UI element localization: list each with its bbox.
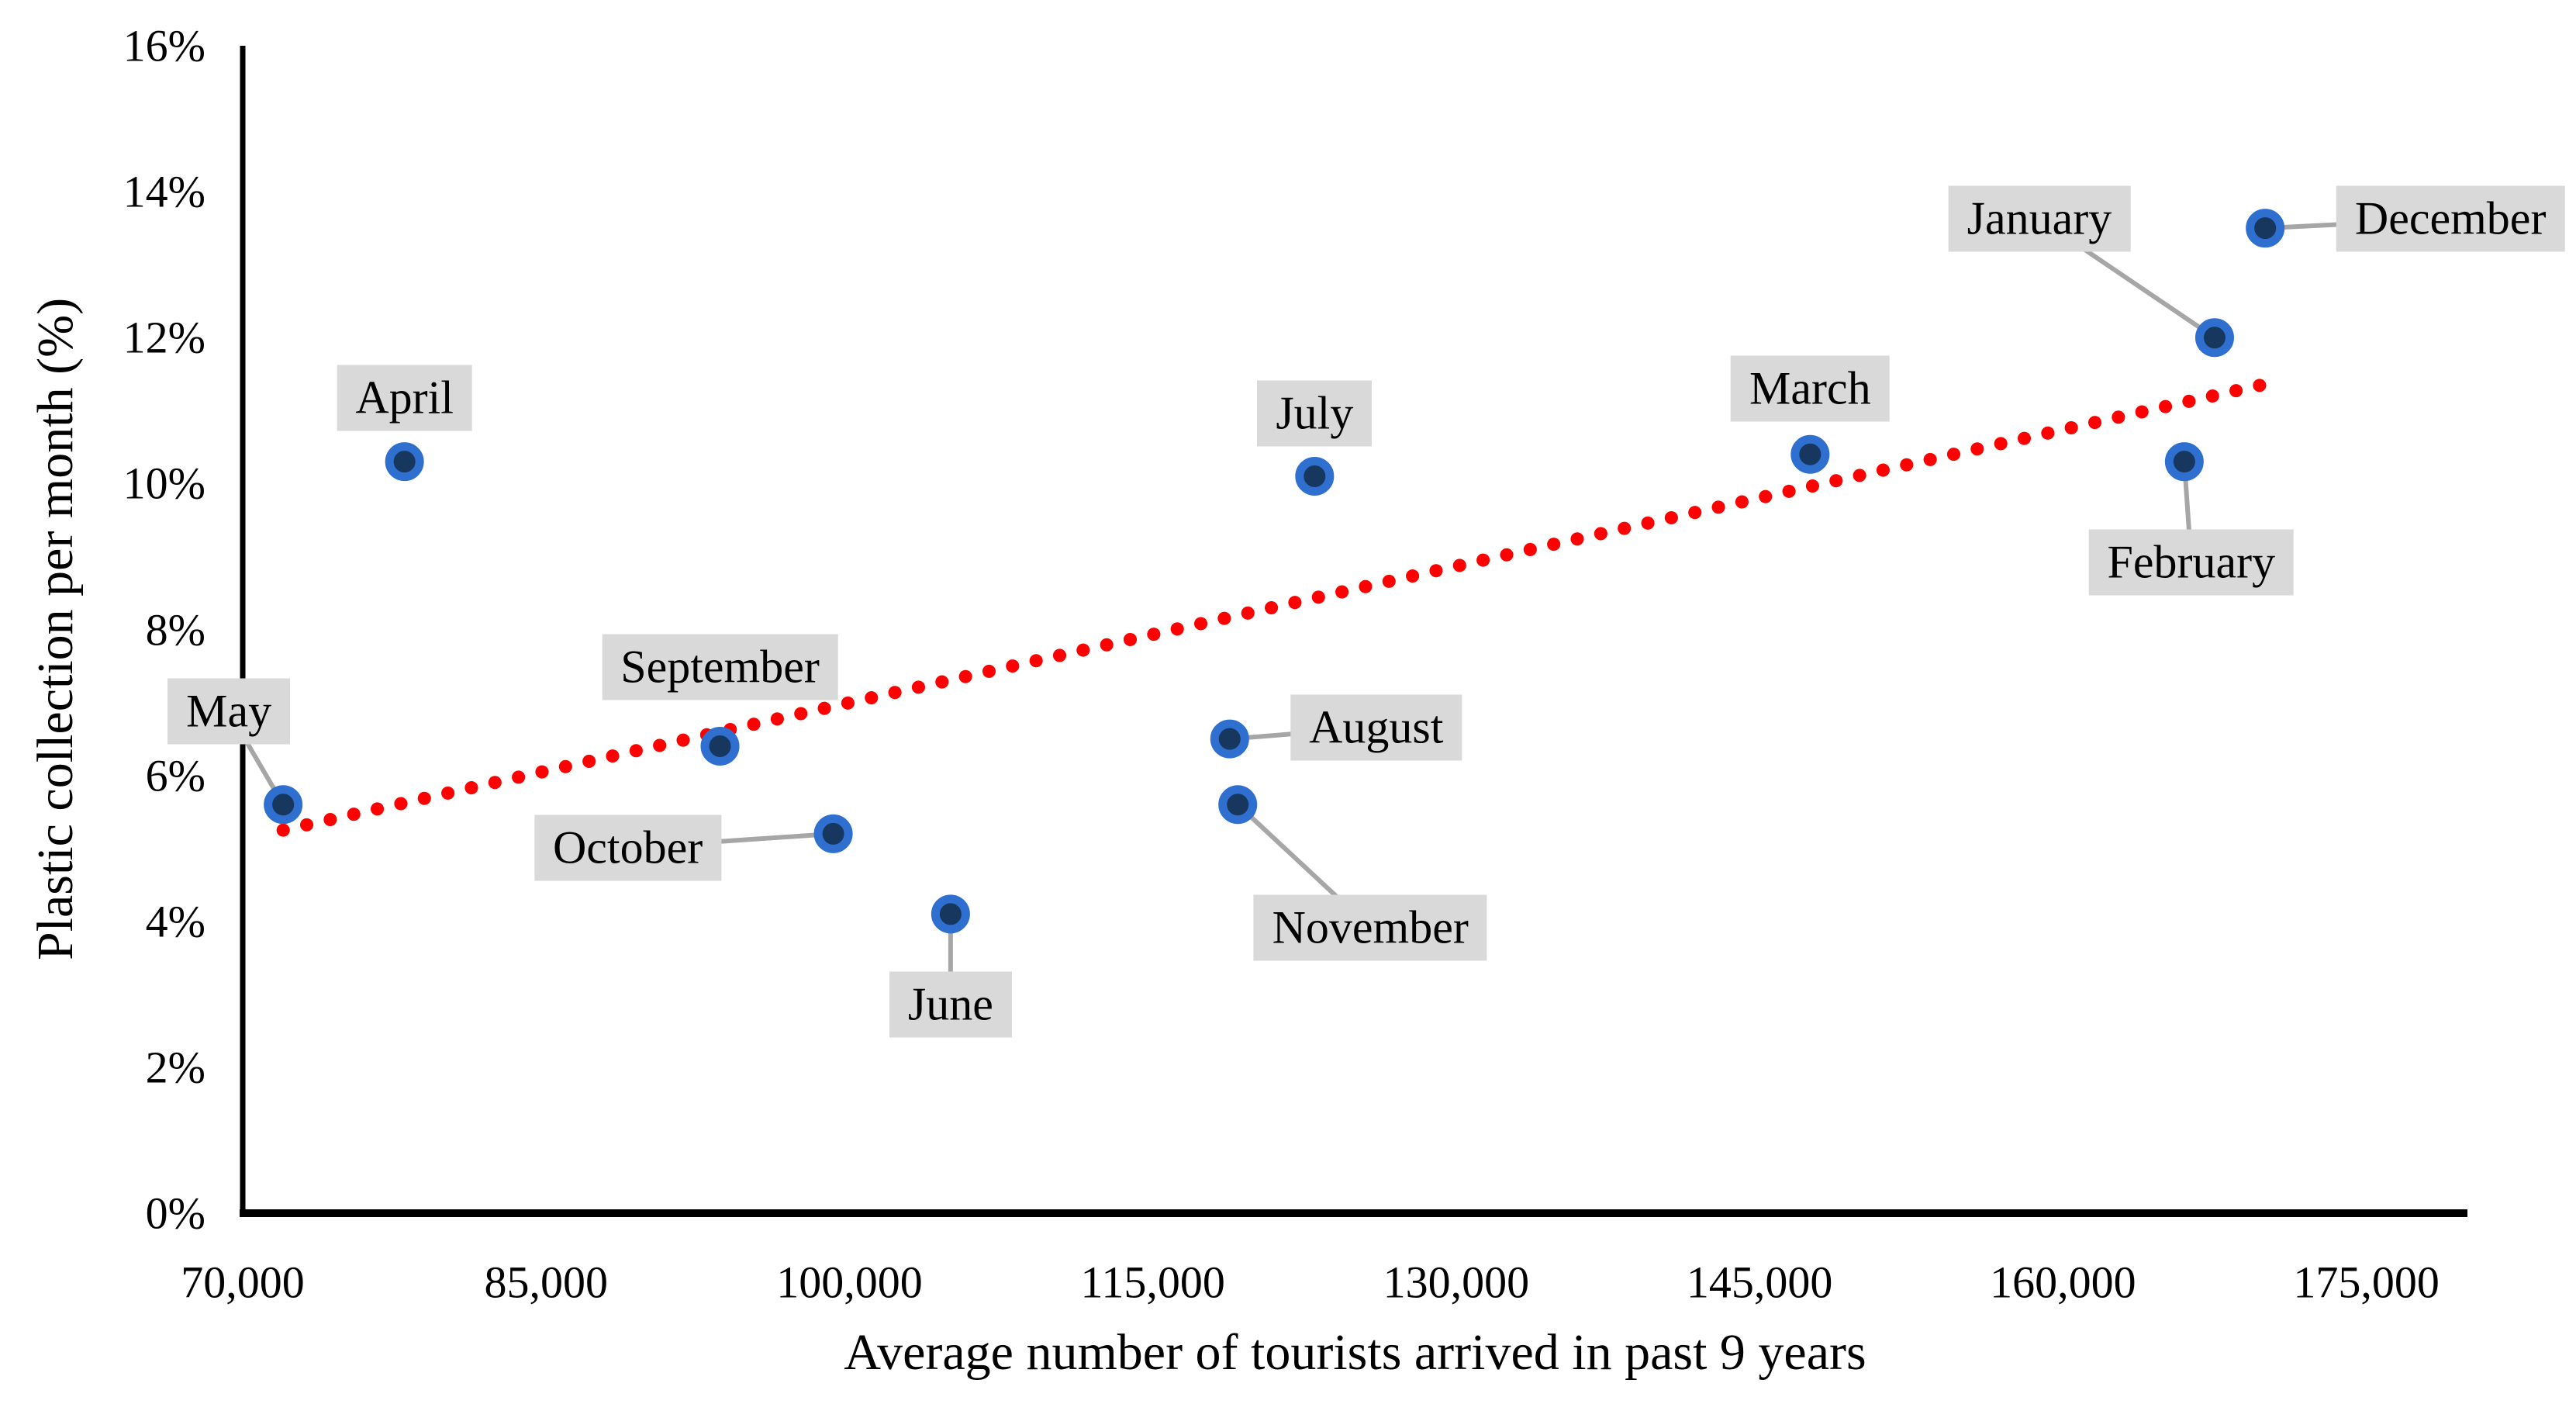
data-point-december [2246, 209, 2285, 248]
y-axis-title: Plastic collection per month (%) [27, 297, 84, 961]
data-point-april [385, 442, 424, 482]
data-point-july [1295, 456, 1335, 496]
data-point-may [264, 785, 303, 825]
data-point-february [2164, 442, 2204, 482]
data-point-march [1790, 434, 1830, 474]
data-point-january [2194, 318, 2234, 358]
x-axis-title: Average number of tourists arrived in pa… [844, 1324, 1866, 1381]
leader-line-august [1229, 725, 1377, 742]
data-point-september [700, 727, 740, 766]
trend-line [276, 378, 2268, 837]
data-point-june [931, 894, 970, 934]
data-point-august [1210, 719, 1249, 759]
leader-line-october [627, 831, 834, 850]
data-point-november [1218, 785, 1258, 825]
leader-line-december [2265, 216, 2451, 231]
leader-line-january [2038, 216, 2216, 340]
data-point-october [813, 814, 853, 853]
leader-line-november [1236, 803, 1373, 930]
